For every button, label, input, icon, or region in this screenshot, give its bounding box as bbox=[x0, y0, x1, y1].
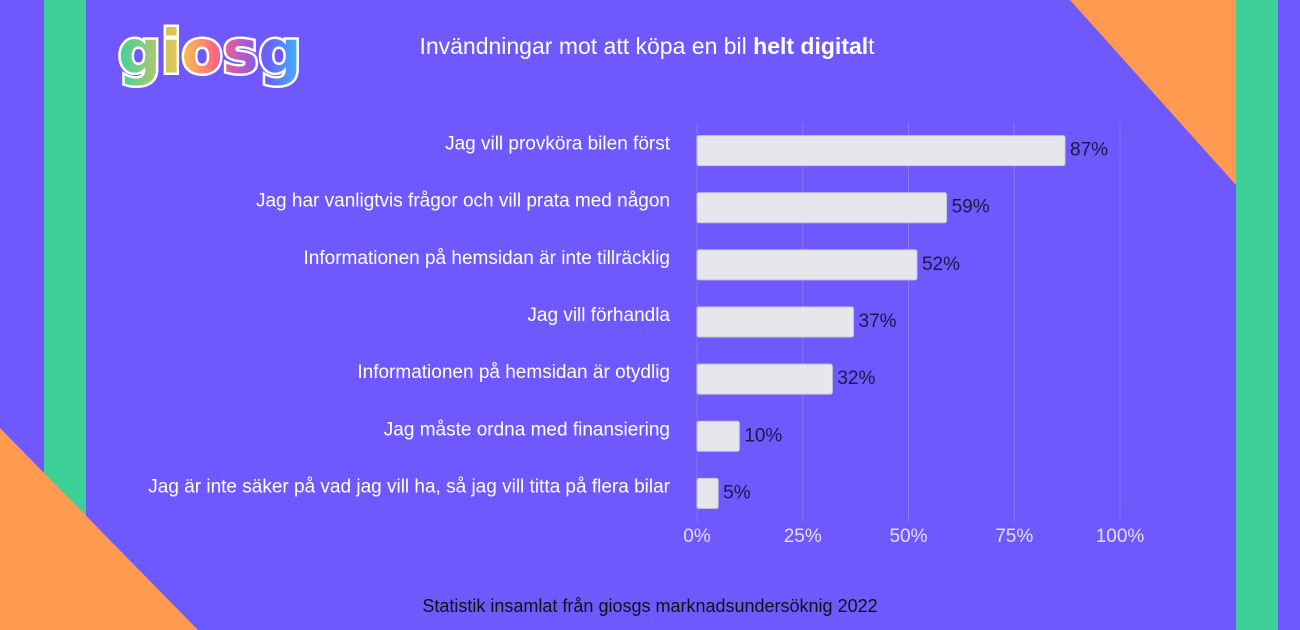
value-label: 52% bbox=[922, 254, 960, 275]
logo: giosg bbox=[118, 18, 301, 88]
plot-area: 0% 25% 50% 75% 100% Jag vill provköra bilen f… bbox=[148, 122, 1144, 547]
corner-decoration bbox=[0, 428, 198, 630]
value-label: 5% bbox=[723, 482, 751, 503]
y-tick-label: Informationen på hemsidan är inte tillrä… bbox=[304, 248, 670, 269]
bar bbox=[696, 420, 740, 452]
caption: Statistik insamlat från giosgs marknadsu… bbox=[422, 596, 877, 616]
chart-title: Invändningar mot att köpa en bil helt di… bbox=[419, 33, 875, 59]
y-tick-label: Jag vill förhandla bbox=[527, 305, 670, 326]
bar bbox=[696, 363, 833, 395]
x-tick-label: 0% bbox=[683, 526, 711, 547]
value-label: 10% bbox=[744, 425, 782, 446]
x-tick-label: 50% bbox=[889, 526, 927, 547]
y-tick-label: Informationen på hemsidan är otydlig bbox=[357, 362, 670, 383]
bar bbox=[696, 306, 855, 338]
bar bbox=[696, 135, 1066, 167]
x-tick-label: 25% bbox=[784, 526, 822, 547]
title-part: helt digital bbox=[753, 33, 868, 59]
y-tick-label: Jag är inte säker på vad jag vill ha, så… bbox=[148, 476, 670, 497]
x-tick-label: 75% bbox=[995, 526, 1033, 547]
bar bbox=[696, 192, 948, 224]
corner-decoration bbox=[1070, 0, 1236, 185]
value-label: 32% bbox=[837, 368, 875, 389]
bar bbox=[696, 477, 719, 509]
value-label: 37% bbox=[859, 311, 897, 332]
x-tick-label: 100% bbox=[1096, 526, 1145, 547]
value-label: 87% bbox=[1070, 140, 1108, 161]
title-part: t bbox=[868, 33, 875, 59]
y-tick-label: Jag har vanligtvis frågor och vill prata… bbox=[256, 191, 670, 212]
value-label: 59% bbox=[952, 197, 990, 218]
y-tick-label: Jag vill provköra bilen först bbox=[445, 134, 671, 155]
stripe bbox=[1236, 0, 1278, 630]
bar bbox=[696, 249, 918, 281]
y-tick-label: Jag måste ordna med finansiering bbox=[384, 419, 670, 440]
title-part: Invändningar mot att köpa en bil bbox=[419, 33, 753, 59]
